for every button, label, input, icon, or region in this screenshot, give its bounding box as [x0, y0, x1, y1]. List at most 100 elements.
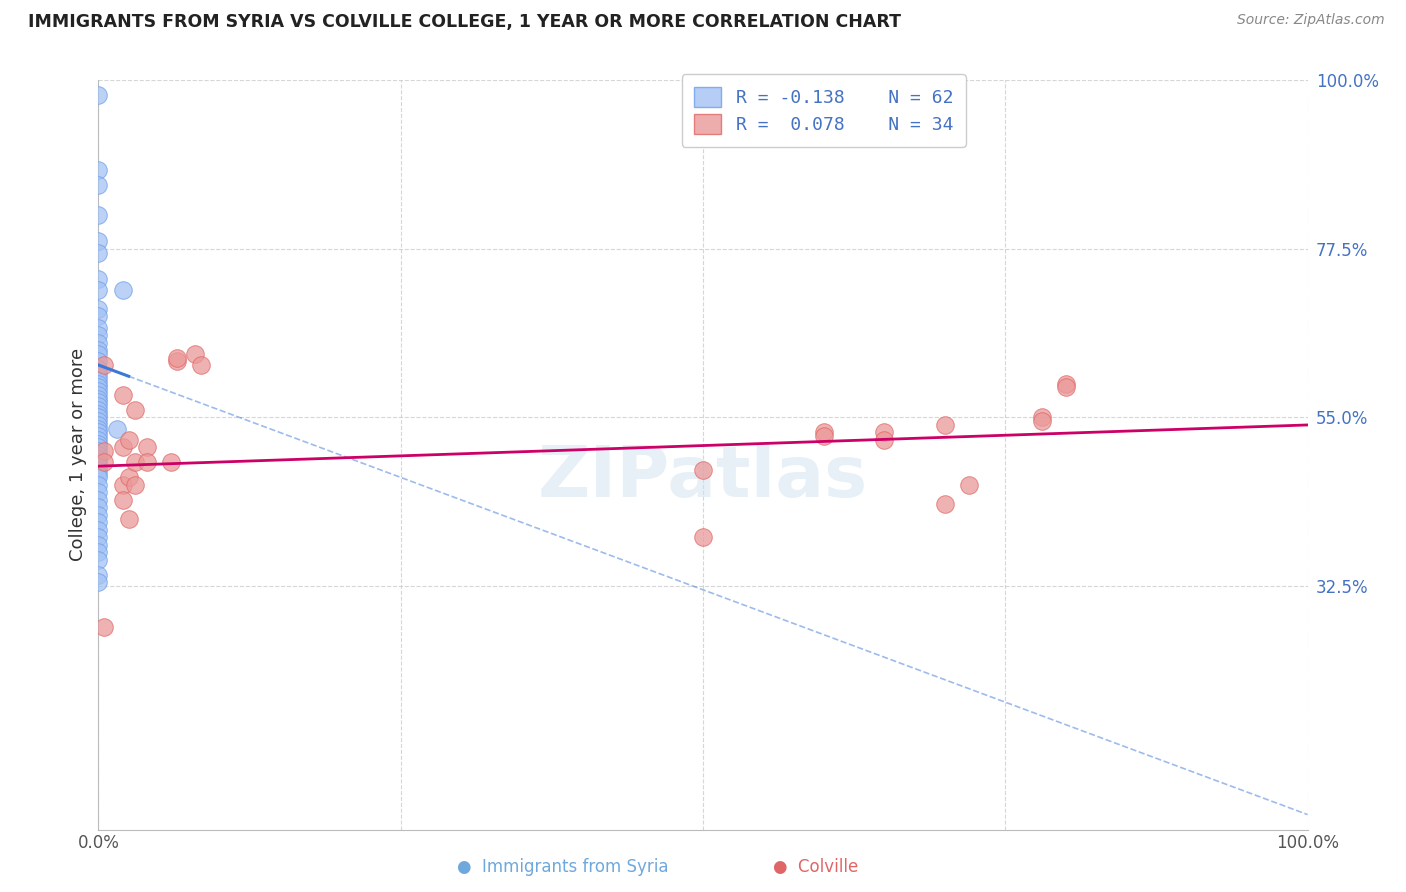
- Point: [166, 354, 188, 368]
- Point: [87, 478, 110, 492]
- Point: [87, 354, 110, 368]
- Point: [692, 463, 714, 477]
- Point: [87, 553, 110, 567]
- Point: [87, 272, 110, 286]
- Text: ZIPatlas: ZIPatlas: [538, 443, 868, 512]
- Point: [124, 455, 146, 469]
- Point: [93, 620, 115, 634]
- Point: [87, 467, 110, 481]
- Point: [957, 478, 980, 492]
- Point: [87, 425, 110, 440]
- Point: [87, 538, 110, 552]
- Point: [87, 414, 110, 428]
- Point: [87, 366, 110, 380]
- Point: [87, 485, 110, 500]
- Point: [111, 441, 134, 455]
- Point: [87, 376, 110, 391]
- Point: [87, 545, 110, 559]
- Point: [87, 492, 110, 507]
- Point: [87, 459, 110, 474]
- Point: [934, 497, 956, 511]
- Point: [87, 403, 110, 417]
- Point: [87, 388, 110, 402]
- Point: [87, 441, 110, 455]
- Point: [87, 335, 110, 350]
- Point: [87, 399, 110, 413]
- Point: [87, 530, 110, 544]
- Legend: R = -0.138    N = 62, R =  0.078    N = 34: R = -0.138 N = 62, R = 0.078 N = 34: [682, 74, 966, 146]
- Y-axis label: College, 1 year or more: College, 1 year or more: [69, 349, 87, 561]
- Point: [118, 433, 141, 447]
- Point: [111, 492, 134, 507]
- Point: [111, 283, 134, 297]
- Point: [118, 511, 141, 525]
- Point: [1031, 414, 1053, 428]
- Point: [87, 283, 110, 297]
- Point: [87, 384, 110, 399]
- Point: [93, 358, 115, 372]
- Point: [87, 422, 110, 436]
- Point: [87, 235, 110, 249]
- Point: [135, 441, 157, 455]
- Point: [87, 417, 110, 432]
- Point: [124, 403, 146, 417]
- Point: [87, 245, 110, 260]
- Point: [87, 575, 110, 590]
- Point: [87, 178, 110, 193]
- Point: [934, 417, 956, 432]
- Point: [813, 425, 835, 440]
- Point: [873, 425, 896, 440]
- Point: [166, 351, 188, 365]
- Text: ●  Colville: ● Colville: [773, 858, 858, 876]
- Point: [813, 429, 835, 443]
- Point: [87, 463, 110, 477]
- Point: [87, 448, 110, 462]
- Point: [87, 395, 110, 409]
- Point: [87, 451, 110, 466]
- Point: [87, 301, 110, 316]
- Point: [135, 455, 157, 469]
- Point: [87, 392, 110, 406]
- Point: [87, 208, 110, 222]
- Point: [190, 358, 212, 372]
- Point: [692, 530, 714, 544]
- Point: [1054, 380, 1077, 394]
- Point: [87, 436, 110, 450]
- Point: [111, 478, 134, 492]
- Point: [111, 388, 134, 402]
- Point: [87, 410, 110, 425]
- Point: [873, 433, 896, 447]
- Point: [105, 422, 128, 436]
- Point: [93, 444, 115, 458]
- Point: [87, 523, 110, 537]
- Point: [87, 567, 110, 582]
- Text: IMMIGRANTS FROM SYRIA VS COLVILLE COLLEGE, 1 YEAR OR MORE CORRELATION CHART: IMMIGRANTS FROM SYRIA VS COLVILLE COLLEG…: [28, 13, 901, 31]
- Point: [93, 455, 115, 469]
- Point: [118, 470, 141, 484]
- Point: [87, 88, 110, 103]
- Point: [87, 429, 110, 443]
- Point: [87, 380, 110, 394]
- Point: [87, 516, 110, 530]
- Point: [160, 455, 183, 469]
- Point: [184, 347, 207, 361]
- Point: [87, 320, 110, 334]
- Point: [87, 470, 110, 484]
- Point: [87, 407, 110, 421]
- Point: [87, 369, 110, 384]
- Point: [124, 478, 146, 492]
- Point: [1054, 376, 1077, 391]
- Point: [87, 343, 110, 357]
- Point: [87, 500, 110, 515]
- Text: ●  Immigrants from Syria: ● Immigrants from Syria: [457, 858, 668, 876]
- Point: [1031, 410, 1053, 425]
- Point: [87, 433, 110, 447]
- Point: [87, 328, 110, 343]
- Text: Source: ZipAtlas.com: Source: ZipAtlas.com: [1237, 13, 1385, 28]
- Point: [87, 361, 110, 376]
- Point: [87, 508, 110, 522]
- Point: [87, 373, 110, 387]
- Point: [87, 444, 110, 458]
- Point: [87, 455, 110, 469]
- Point: [87, 310, 110, 324]
